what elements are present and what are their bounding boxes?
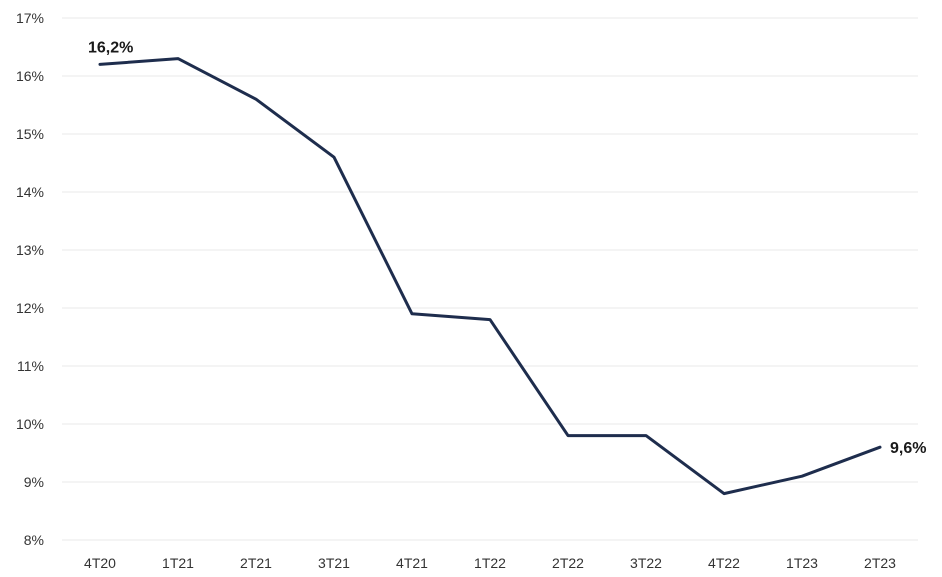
y-tick-label: 10%	[16, 416, 44, 432]
y-axis: 8% 9% 10% 11% 12% 13% 14% 15% 16% 17%	[16, 10, 44, 548]
y-tick-label: 12%	[16, 300, 44, 316]
x-tick-label: 4T22	[708, 555, 740, 571]
x-tick-label: 1T21	[162, 555, 194, 571]
data-labels: 16,2% 9,6%	[88, 39, 926, 457]
y-tick-label: 9%	[24, 474, 44, 490]
grid-lines	[62, 17, 918, 541]
x-tick-label: 4T21	[396, 555, 428, 571]
y-tick-label: 15%	[16, 126, 44, 142]
x-tick-label: 2T22	[552, 555, 584, 571]
y-tick-label: 14%	[16, 184, 44, 200]
x-tick-label: 3T21	[318, 555, 350, 571]
x-tick-label: 4T20	[84, 555, 116, 571]
x-axis: 4T20 1T21 2T21 3T21 4T21 1T22 2T22 3T22 4T22 1T23…	[84, 555, 896, 571]
x-tick-label: 3T22	[630, 555, 662, 571]
series-line	[98, 57, 882, 496]
data-label: 16,2%	[88, 39, 133, 56]
x-tick-label: 1T23	[786, 555, 818, 571]
y-tick-label: 8%	[24, 532, 44, 548]
x-tick-label: 2T23	[864, 555, 896, 571]
series-layer	[98, 57, 882, 496]
x-tick-label: 2T21	[240, 555, 272, 571]
y-tick-label: 16%	[16, 68, 44, 84]
y-tick-label: 17%	[16, 10, 44, 26]
data-label: 9,6%	[890, 440, 926, 457]
x-tick-label: 1T22	[474, 555, 506, 571]
y-tick-label: 11%	[17, 358, 44, 374]
y-tick-label: 13%	[16, 242, 44, 258]
